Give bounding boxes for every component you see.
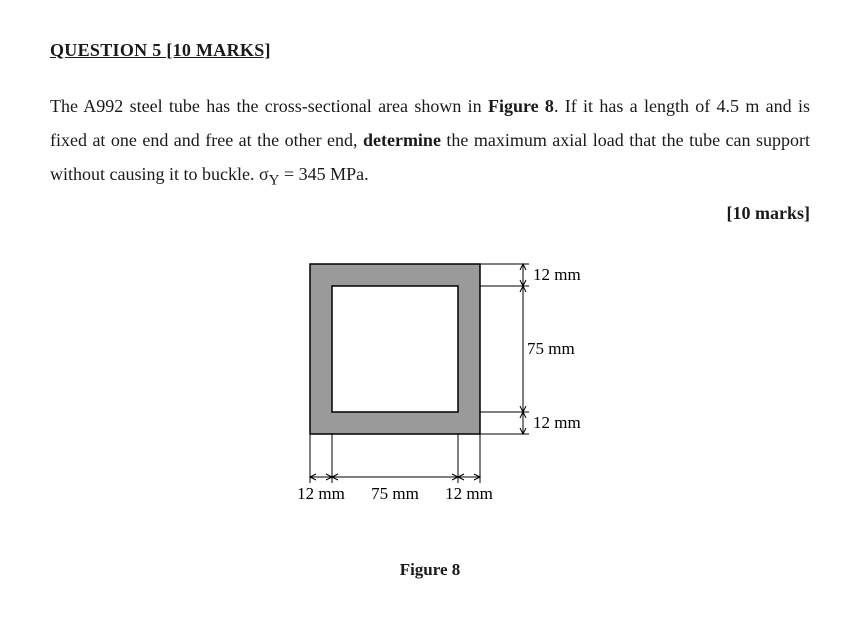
figure-container: 12 mm 75 mm 12 mm 12 mm 75 mm 12 mm Figure 8	[50, 244, 810, 580]
svg-text:12 mm: 12 mm	[533, 265, 581, 284]
question-body: The A992 steel tube has the cross-sectio…	[50, 89, 810, 195]
svg-text:75 mm: 75 mm	[527, 339, 575, 358]
cross-section-figure: 12 mm 75 mm 12 mm 12 mm 75 mm 12 mm	[220, 244, 640, 554]
svg-text:75 mm: 75 mm	[371, 484, 419, 503]
svg-text:12 mm: 12 mm	[297, 484, 345, 503]
marks-label: [10 marks]	[50, 203, 810, 224]
svg-text:12 mm: 12 mm	[533, 413, 581, 432]
question-title: QUESTION 5 [10 MARKS]	[50, 40, 271, 60]
figure-caption: Figure 8	[50, 560, 810, 580]
svg-text:12 mm: 12 mm	[445, 484, 493, 503]
